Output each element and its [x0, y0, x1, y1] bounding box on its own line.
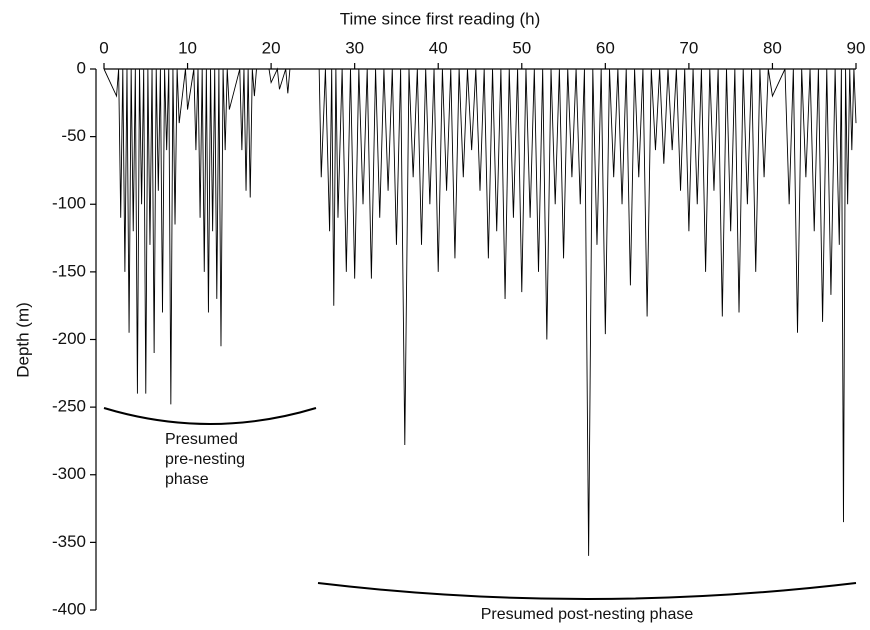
y-tick-label: -400	[52, 599, 86, 618]
x-tick-label: 50	[512, 38, 531, 57]
phase-bracket	[103, 407, 317, 425]
y-tick-label: -100	[52, 194, 86, 213]
y-tick-label: -50	[61, 126, 86, 145]
annotation: phase	[165, 471, 209, 488]
depth-line	[103, 67, 857, 556]
x-tick-label: 30	[345, 38, 364, 57]
x-tick-label: 70	[679, 38, 698, 57]
annotation: pre-nesting	[165, 451, 245, 468]
y-tick-label: -350	[52, 532, 86, 551]
x-tick-label: 90	[847, 38, 866, 57]
y-tick-label: -300	[52, 464, 86, 483]
annotation: Presumed	[165, 431, 238, 448]
x-tick-label: 60	[596, 38, 615, 57]
y-tick-label: 0	[77, 58, 86, 77]
x-tick-label: 20	[262, 38, 281, 57]
y-axis-title: Depth (m)	[13, 302, 32, 378]
phase-bracket	[317, 582, 857, 600]
y-tick-label: -150	[52, 261, 86, 280]
annotation: Presumed post-nesting phase	[481, 606, 694, 623]
y-tick-label: -200	[52, 329, 86, 348]
x-tick-label: 0	[99, 38, 108, 57]
y-tick-label: -250	[52, 397, 86, 416]
x-tick-label: 10	[178, 38, 197, 57]
x-axis-title: Time since first reading (h)	[340, 9, 541, 28]
x-tick-label: 80	[763, 38, 782, 57]
x-tick-label: 40	[429, 38, 448, 57]
